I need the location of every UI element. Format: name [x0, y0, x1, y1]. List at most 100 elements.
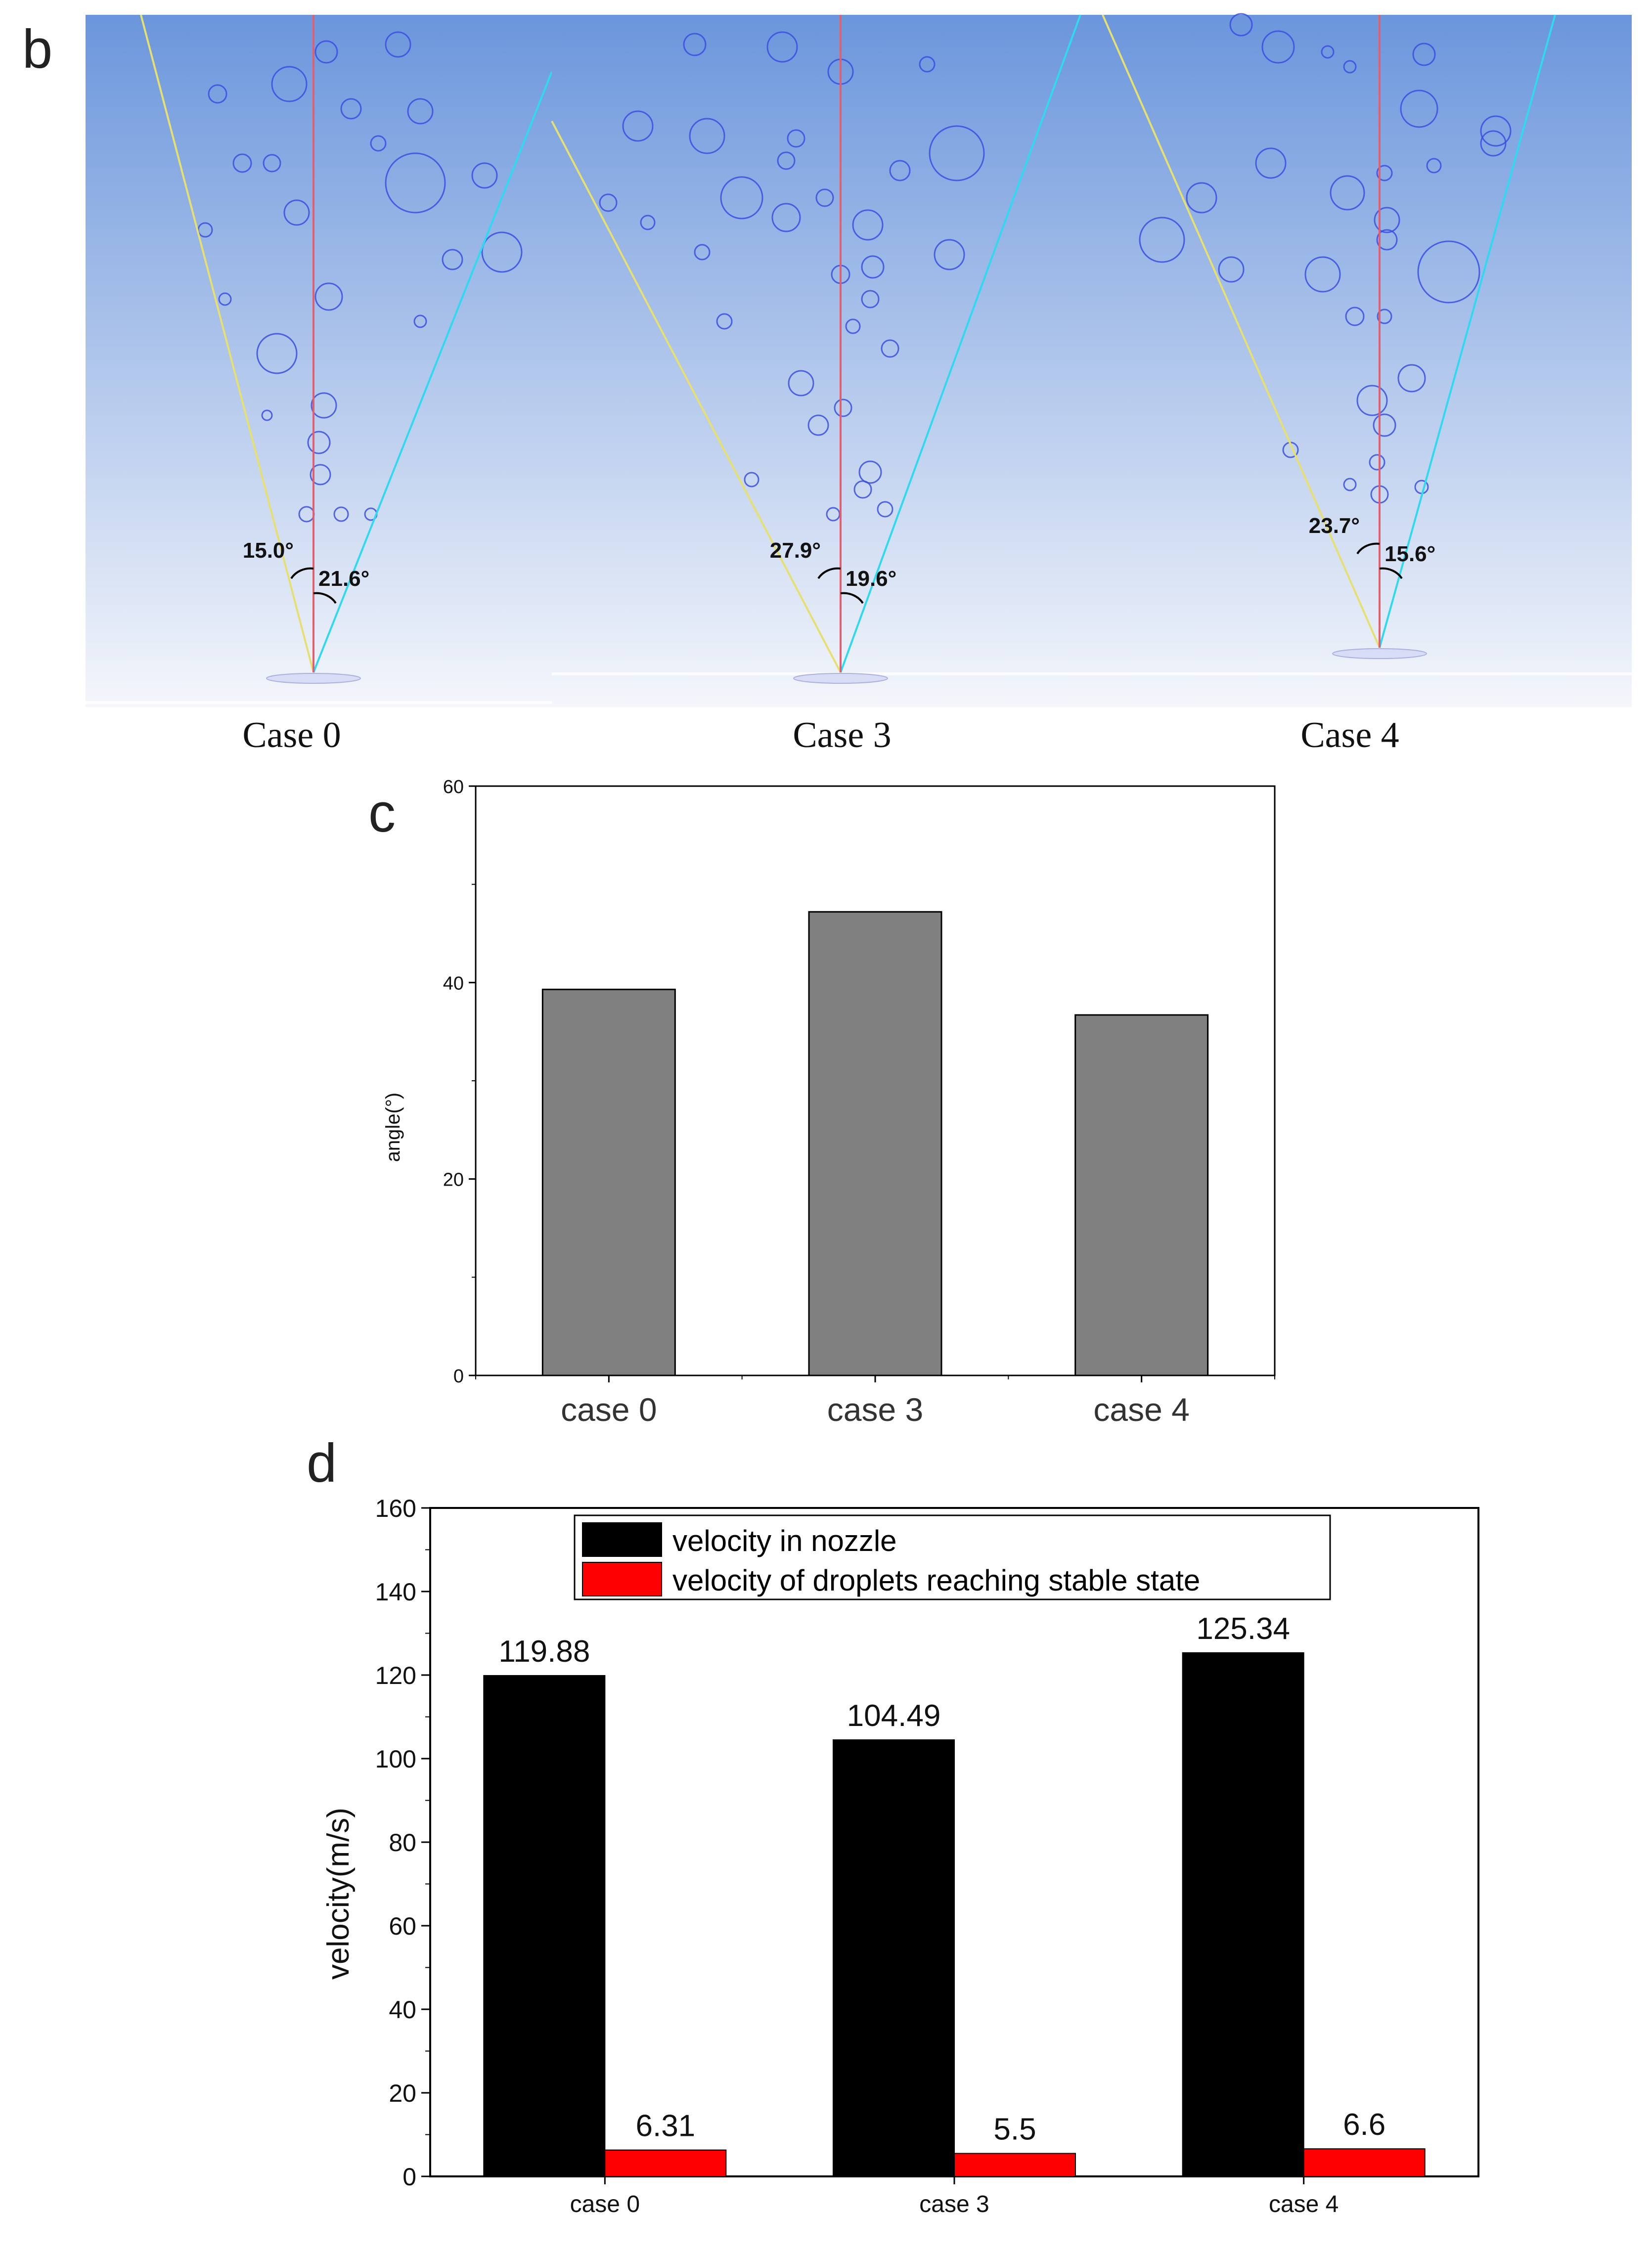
droplet-bubble — [311, 392, 337, 419]
x-tick-label: case 0 — [561, 1391, 657, 1428]
droplet-bubble — [310, 464, 331, 486]
droplet-bubble — [689, 118, 725, 154]
case-0-caption: Case 0 — [242, 715, 341, 755]
droplet-velocity-bar-case-4 — [1303, 2148, 1426, 2177]
bar-value-label: 6.31 — [635, 2109, 695, 2143]
velocity-bar-chart: velocity(m/s) velocity in nozzle velocit… — [321, 1495, 1479, 2217]
droplet-bubble — [861, 290, 880, 309]
left-angle-label: 15.0° — [243, 538, 294, 563]
droplet-bubble — [1321, 45, 1335, 59]
spray-pane-background — [1098, 15, 1632, 707]
legend-box — [574, 1514, 1331, 1600]
right-angle-label: 19.6° — [846, 567, 896, 591]
nozzle-outlet — [793, 673, 888, 684]
left-angle-label: 23.7° — [1309, 514, 1360, 538]
droplet-bubble — [1376, 165, 1393, 181]
panel-letter-b: b — [22, 19, 53, 80]
spray-pane-background — [86, 15, 552, 707]
bar-value-label: 125.34 — [1196, 1612, 1290, 1646]
droplet-bubble — [1426, 158, 1442, 174]
left-angle-arc — [1356, 542, 1380, 555]
x-tick-label: case 3 — [827, 1391, 923, 1428]
droplet-bubble — [815, 188, 834, 207]
case-4-caption: Case 4 — [1300, 715, 1399, 755]
bar-value-label: 6.6 — [1343, 2108, 1385, 2142]
right-angle-arc — [840, 592, 864, 604]
droplet-bubble — [861, 255, 885, 279]
legend-label-droplets: velocity of droplets reaching stable sta… — [672, 1564, 1200, 1597]
nozzle-velocity-bar-case-0 — [483, 1675, 606, 2177]
droplet-bubble — [720, 176, 763, 220]
droplet-bubble — [208, 84, 227, 104]
angle-bar-case-4 — [1074, 1014, 1209, 1376]
x-tick-label: case 0 — [570, 2191, 640, 2217]
nozzle-outlet — [1332, 648, 1427, 659]
droplet-bubble — [1255, 147, 1287, 179]
angle-bar-case-3 — [808, 911, 942, 1376]
droplet-bubble — [683, 33, 707, 56]
droplet-bubble — [1356, 385, 1388, 416]
droplet-bubble — [481, 231, 523, 273]
droplet-bubble — [788, 370, 814, 397]
droplet-bubble — [766, 31, 798, 63]
bar-value-label: 104.49 — [847, 1699, 941, 1733]
droplet-bubble — [413, 314, 427, 328]
droplet-bubble — [1374, 207, 1400, 233]
droplet-bubble — [442, 249, 463, 270]
droplet-bubble — [218, 292, 232, 306]
ground-line — [86, 701, 552, 704]
spray-pane-case-2: 23.7° 15.6° — [1098, 13, 1632, 707]
droplet-bubble — [777, 151, 796, 170]
droplet-bubble — [834, 398, 852, 417]
bar-value-label: 119.88 — [498, 1635, 590, 1669]
droplet-bubble — [333, 506, 349, 522]
left-angle-arc — [290, 567, 314, 579]
droplet-velocity-bar-case-3 — [954, 2153, 1076, 2177]
droplet-bubble — [314, 282, 343, 311]
left-spray-boundary — [551, 121, 842, 673]
legend-swatch-nozzle — [582, 1522, 662, 1557]
x-tick-label: case 3 — [919, 2191, 989, 2217]
y-tick-label: 40 — [443, 973, 464, 994]
droplet-bubble — [622, 110, 654, 142]
droplet-bubble — [1218, 256, 1245, 283]
right-angle-arc — [1379, 567, 1403, 579]
droplet-bubble — [852, 209, 884, 241]
angle-bar-chart: angle(°) 0 20 40 60 case 0 case 3 case 4 — [382, 777, 1276, 1428]
y-tick-label: 120 — [375, 1662, 416, 1689]
droplet-bubble — [640, 215, 656, 230]
left-angle-arc — [817, 567, 841, 579]
droplet-bubble — [1373, 413, 1396, 437]
panel-letter-d: d — [307, 1433, 337, 1494]
droplet-bubble — [889, 160, 911, 181]
droplet-bubble — [881, 339, 899, 358]
droplet-bubble — [845, 318, 861, 334]
y-tick-label: 20 — [443, 1170, 464, 1191]
droplet-bubble — [1480, 130, 1507, 157]
spray-pane-background — [552, 15, 1098, 707]
droplet-bubble — [1397, 364, 1426, 393]
spray-pane-case-0: 15.0° 21.6° — [86, 14, 553, 707]
spray-pane-case-1: 27.9° 19.6° — [551, 14, 1098, 707]
droplet-bubble — [1412, 43, 1436, 66]
nozzle-velocity-bar-case-3 — [833, 1739, 955, 2177]
droplet-bubble — [283, 199, 310, 226]
droplet-bubble — [1480, 115, 1512, 147]
droplet-bubble — [407, 98, 434, 125]
x-tick-label: case 4 — [1093, 1391, 1189, 1428]
right-angle-label: 15.6° — [1384, 542, 1435, 566]
droplet-bubble — [385, 31, 411, 58]
droplet-velocity-bar-case-0 — [604, 2149, 727, 2177]
right-angle-label: 21.6° — [318, 567, 369, 591]
legend-swatch-droplets — [582, 1562, 662, 1596]
droplet-bubble — [599, 193, 618, 212]
droplet-bubble — [929, 125, 985, 181]
droplet-bubble — [877, 501, 893, 518]
droplet-bubble — [1304, 256, 1341, 293]
droplet-bubble — [1400, 89, 1438, 128]
right-spray-boundary — [313, 71, 553, 673]
droplet-bubble — [853, 480, 872, 499]
right-spray-boundary — [1379, 14, 1556, 648]
y-tick-label: 60 — [443, 777, 464, 797]
droplet-bubble — [256, 333, 298, 374]
